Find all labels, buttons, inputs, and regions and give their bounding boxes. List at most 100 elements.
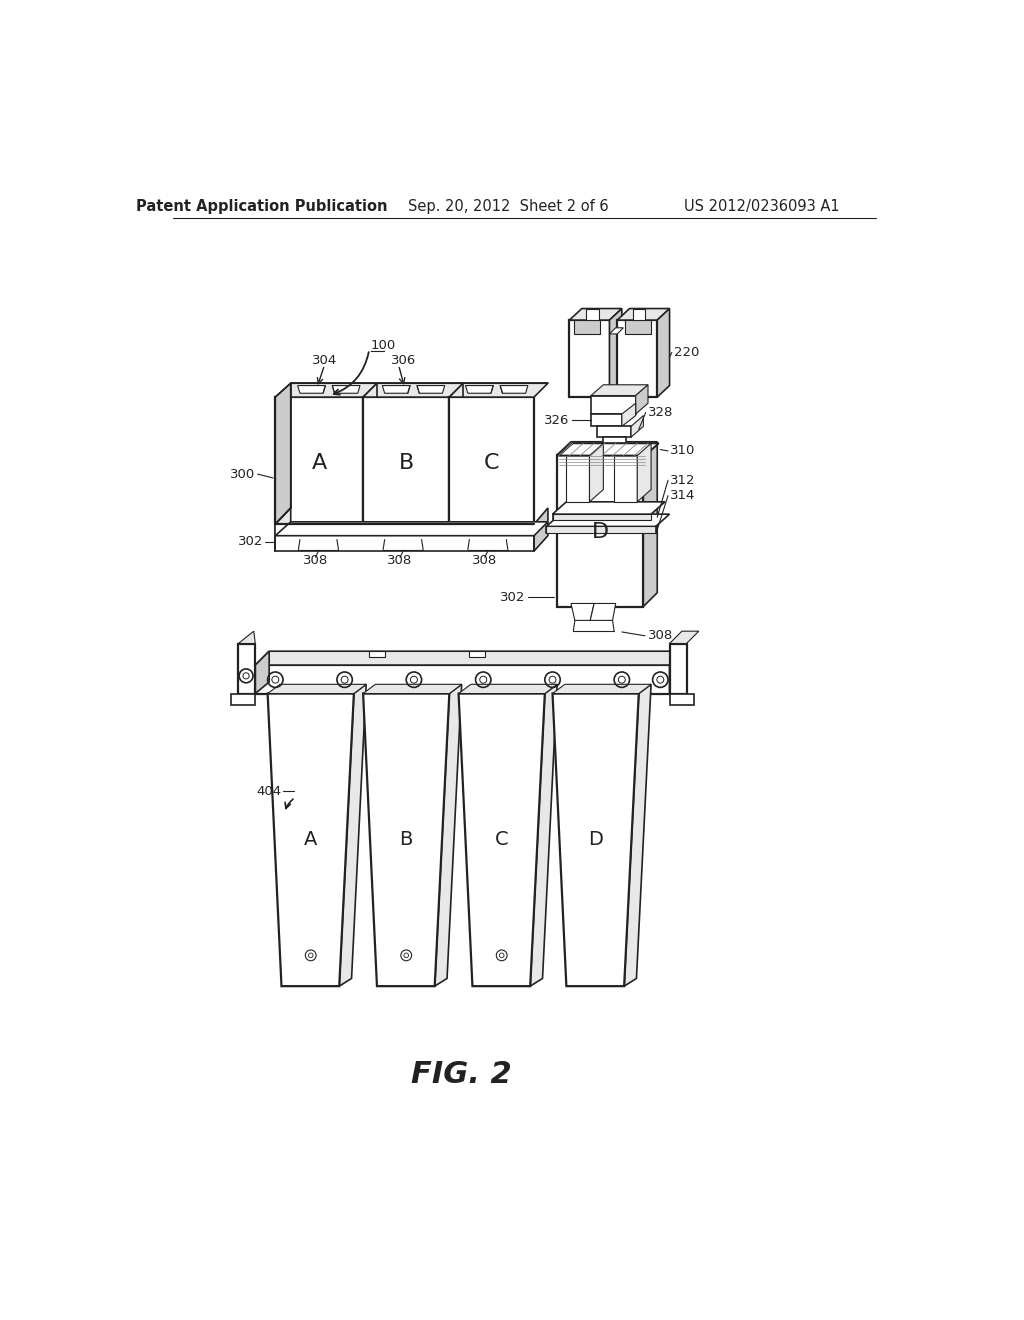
Polygon shape bbox=[670, 631, 698, 644]
Polygon shape bbox=[466, 523, 488, 540]
Polygon shape bbox=[400, 523, 425, 540]
Polygon shape bbox=[239, 644, 255, 693]
Polygon shape bbox=[450, 397, 535, 524]
Polygon shape bbox=[553, 502, 665, 515]
Polygon shape bbox=[636, 385, 648, 414]
Polygon shape bbox=[255, 665, 670, 693]
Text: Patent Application Publication: Patent Application Publication bbox=[136, 198, 387, 214]
Polygon shape bbox=[364, 684, 462, 693]
Polygon shape bbox=[459, 684, 557, 693]
Polygon shape bbox=[569, 309, 622, 321]
Text: D: D bbox=[592, 521, 609, 541]
Polygon shape bbox=[591, 396, 636, 414]
Polygon shape bbox=[590, 603, 615, 620]
Polygon shape bbox=[370, 651, 385, 657]
Polygon shape bbox=[597, 426, 631, 437]
Polygon shape bbox=[571, 603, 594, 620]
Polygon shape bbox=[670, 651, 683, 693]
Polygon shape bbox=[466, 385, 494, 393]
Polygon shape bbox=[275, 383, 291, 397]
Text: 220: 220 bbox=[674, 346, 699, 359]
Text: D: D bbox=[588, 830, 603, 849]
Polygon shape bbox=[609, 309, 622, 397]
Polygon shape bbox=[566, 455, 590, 502]
Polygon shape bbox=[239, 631, 255, 644]
Text: Sep. 20, 2012  Sheet 2 of 6: Sep. 20, 2012 Sheet 2 of 6 bbox=[408, 198, 608, 214]
Polygon shape bbox=[553, 693, 639, 986]
Text: 328: 328 bbox=[648, 407, 674, 418]
Polygon shape bbox=[267, 693, 354, 986]
Text: 308: 308 bbox=[472, 554, 498, 566]
Polygon shape bbox=[574, 321, 600, 334]
Polygon shape bbox=[633, 309, 645, 321]
Polygon shape bbox=[553, 684, 651, 693]
Polygon shape bbox=[469, 651, 484, 657]
Text: 300: 300 bbox=[230, 467, 255, 480]
Polygon shape bbox=[643, 442, 657, 607]
Polygon shape bbox=[591, 385, 648, 396]
Polygon shape bbox=[553, 515, 651, 520]
Polygon shape bbox=[275, 521, 548, 536]
Text: 310: 310 bbox=[670, 445, 695, 458]
Polygon shape bbox=[500, 385, 528, 393]
Polygon shape bbox=[333, 385, 360, 393]
Polygon shape bbox=[275, 524, 535, 552]
Polygon shape bbox=[230, 693, 255, 705]
Text: A: A bbox=[311, 453, 327, 473]
Polygon shape bbox=[530, 684, 557, 986]
Polygon shape bbox=[670, 693, 694, 705]
Polygon shape bbox=[255, 651, 269, 693]
Text: 308: 308 bbox=[303, 554, 328, 566]
Text: 308: 308 bbox=[648, 630, 673, 643]
Text: 100: 100 bbox=[371, 339, 396, 352]
Text: 326: 326 bbox=[544, 413, 569, 426]
Polygon shape bbox=[631, 416, 643, 437]
Text: B: B bbox=[398, 453, 414, 473]
Polygon shape bbox=[557, 455, 643, 607]
Polygon shape bbox=[275, 383, 291, 524]
Polygon shape bbox=[637, 444, 651, 502]
Polygon shape bbox=[625, 684, 651, 986]
Polygon shape bbox=[382, 385, 410, 393]
Polygon shape bbox=[484, 523, 509, 540]
Text: 308: 308 bbox=[387, 554, 413, 566]
Polygon shape bbox=[559, 444, 658, 455]
Polygon shape bbox=[364, 383, 463, 397]
Polygon shape bbox=[275, 383, 377, 397]
Text: FIG. 2: FIG. 2 bbox=[412, 1060, 512, 1089]
Text: 404: 404 bbox=[256, 785, 282, 797]
Polygon shape bbox=[535, 508, 548, 552]
Polygon shape bbox=[255, 651, 683, 665]
Polygon shape bbox=[417, 385, 444, 393]
Polygon shape bbox=[267, 684, 367, 693]
Polygon shape bbox=[590, 444, 603, 502]
Polygon shape bbox=[625, 321, 651, 334]
Polygon shape bbox=[670, 644, 686, 693]
Text: B: B bbox=[399, 830, 413, 849]
Polygon shape bbox=[547, 527, 655, 533]
Polygon shape bbox=[614, 455, 637, 502]
Text: 312: 312 bbox=[670, 474, 695, 487]
Text: C: C bbox=[495, 830, 509, 849]
Polygon shape bbox=[587, 309, 599, 321]
Polygon shape bbox=[296, 523, 319, 540]
Polygon shape bbox=[435, 684, 462, 986]
Text: C: C bbox=[484, 453, 500, 473]
Polygon shape bbox=[298, 385, 326, 393]
Polygon shape bbox=[603, 437, 627, 444]
Polygon shape bbox=[339, 684, 367, 986]
Polygon shape bbox=[315, 523, 340, 540]
Polygon shape bbox=[364, 693, 450, 986]
Text: 302: 302 bbox=[238, 536, 263, 548]
Polygon shape bbox=[547, 515, 670, 527]
Polygon shape bbox=[364, 397, 450, 524]
Polygon shape bbox=[657, 309, 670, 397]
Polygon shape bbox=[622, 404, 636, 426]
Polygon shape bbox=[459, 693, 545, 986]
Text: 304: 304 bbox=[312, 354, 337, 367]
Text: US 2012/0236093 A1: US 2012/0236093 A1 bbox=[684, 198, 840, 214]
Polygon shape bbox=[569, 321, 609, 397]
Polygon shape bbox=[450, 383, 548, 397]
Polygon shape bbox=[609, 327, 624, 334]
Polygon shape bbox=[617, 321, 657, 397]
